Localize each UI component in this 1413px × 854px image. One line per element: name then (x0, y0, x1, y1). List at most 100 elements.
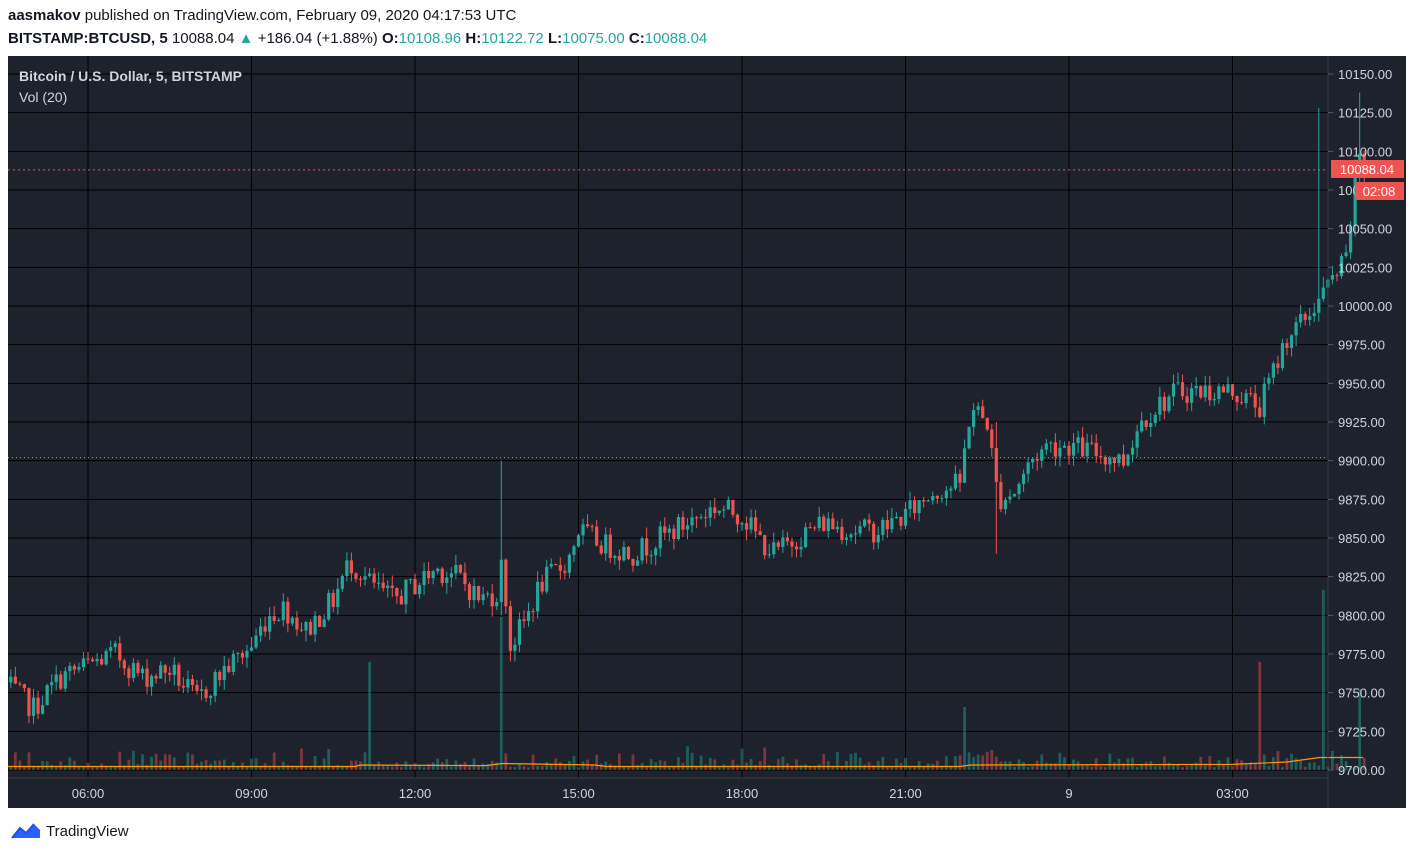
volume-bar (731, 759, 735, 770)
volume-bar (699, 755, 703, 770)
volume-bar (944, 756, 948, 770)
candle-body (1330, 275, 1335, 280)
candle-body (826, 518, 830, 531)
candle-body (18, 683, 22, 685)
volume-bar (904, 757, 907, 770)
candle-body (1062, 445, 1067, 448)
volume-bar (504, 753, 508, 770)
candle-body (872, 523, 876, 543)
candle-body (522, 619, 526, 622)
volume-bar (1240, 760, 1243, 770)
candle-body (735, 514, 740, 525)
candlestick-chart[interactable]: 9700.00 9725.00 9750.00 9775.00 9800.00 9825.… (8, 56, 1406, 808)
volume-bar (895, 758, 898, 770)
candle-body (218, 671, 222, 680)
volume-bar (540, 766, 544, 770)
candle-body (1135, 431, 1139, 448)
candle-body (667, 528, 671, 533)
volume-bar (290, 765, 294, 770)
candle-body (1021, 473, 1026, 485)
volume-bar (95, 767, 99, 770)
candle-body (958, 473, 962, 483)
candle-body (277, 620, 281, 622)
volume-bar (940, 765, 944, 770)
volume-bar (113, 766, 117, 770)
candle-body (249, 647, 254, 651)
volume-bar (890, 766, 894, 770)
high-label: H: (465, 30, 482, 47)
volume-bar (845, 760, 848, 770)
candle-body (981, 406, 985, 418)
volume-bar (1203, 765, 1207, 770)
candle-body (372, 573, 376, 583)
candle-body (799, 547, 803, 550)
candle-body (109, 647, 113, 651)
candle-body (840, 526, 844, 540)
volume-bar (840, 767, 844, 770)
candle-body (1058, 447, 1062, 457)
y-tick-label: 9725.00 (1338, 724, 1385, 739)
candle-body (1153, 414, 1157, 423)
volume-bar (381, 765, 385, 770)
volume-bar (1294, 758, 1298, 770)
volume-bar (277, 766, 281, 770)
volume-bar (1131, 757, 1134, 770)
y-tick-label: 9975.00 (1338, 338, 1385, 353)
candle-body (631, 558, 635, 566)
candle-body (549, 563, 553, 567)
candle-body (781, 537, 785, 547)
candle-body (86, 658, 90, 660)
volume-bar (9, 766, 13, 770)
candle-body (694, 517, 699, 519)
candle-body (104, 650, 108, 665)
candle-body (390, 585, 394, 588)
volume-bar (1226, 757, 1230, 770)
candle-body (1276, 363, 1280, 368)
candle-body (917, 499, 921, 514)
candle-body (1040, 449, 1044, 461)
candle-body (1031, 458, 1035, 463)
volume-bar (1085, 764, 1089, 770)
candle-body (245, 650, 249, 658)
y-tick-label: 10125.00 (1338, 106, 1392, 121)
candle-body (953, 473, 958, 489)
volume-bar (967, 752, 971, 770)
volume-bar (1162, 756, 1166, 770)
candle-body (1180, 382, 1185, 397)
volume-bar (1031, 766, 1035, 770)
candle-body (894, 516, 899, 519)
volume-bar (286, 765, 290, 770)
candle-body (681, 517, 685, 530)
candle-body (944, 490, 948, 499)
volume-bar (1262, 754, 1266, 770)
volume-bar (1076, 761, 1080, 770)
volume-bar (1231, 765, 1234, 770)
candle-body (504, 559, 508, 607)
candle-body (195, 684, 199, 691)
candle-body (1090, 442, 1094, 444)
chart-pane[interactable]: 9700.00 9725.00 9750.00 9775.00 9800.00 9825.… (8, 56, 1406, 808)
volume-bar (663, 761, 667, 770)
candle-body (281, 601, 285, 621)
volume-bar (272, 752, 276, 770)
candle-body (1212, 399, 1216, 401)
volume-bar (418, 765, 421, 770)
last-price-tag-bg (1331, 160, 1404, 178)
volume-bar (1081, 765, 1085, 770)
candle-body (413, 579, 417, 595)
volume-bar (395, 762, 399, 770)
author-name[interactable]: aasmakov (8, 7, 81, 24)
volume-bar (990, 749, 994, 770)
volume-bar (522, 766, 526, 770)
volume-bar (154, 753, 158, 770)
candle-body (1321, 287, 1325, 299)
volume-bar (563, 764, 567, 770)
candle-body (654, 548, 658, 556)
volume-title[interactable]: Vol (20) (19, 89, 67, 105)
candle-body (227, 665, 231, 672)
volume-bar (976, 754, 980, 770)
tradingview-brand[interactable]: TradingView (46, 822, 129, 840)
volume-bar (499, 617, 503, 770)
candle-body (422, 570, 426, 586)
volume-bar (1271, 757, 1275, 770)
